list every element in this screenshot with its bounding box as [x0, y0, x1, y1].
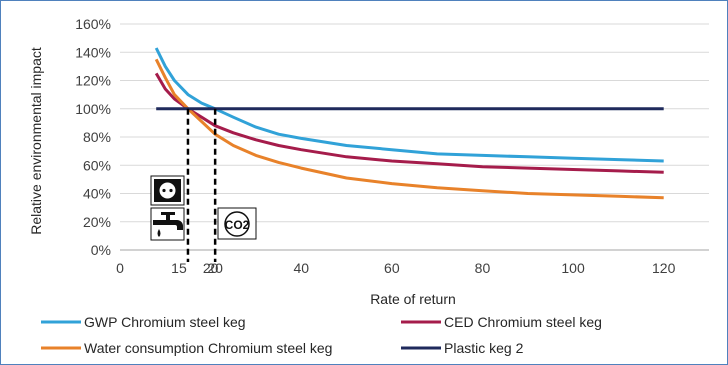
gridlines [120, 23, 709, 251]
legend-label: Plastic keg 2 [444, 340, 524, 356]
legend: GWP Chromium steel keg CED Chromium steel… [41, 314, 602, 356]
y-tick-label: 60% [83, 157, 111, 173]
y-tick-label: 140% [75, 44, 111, 60]
break-even-markers: 15 20 [171, 108, 223, 276]
co2-icon: CO2 [217, 207, 257, 240]
series-lines [154, 47, 664, 200]
y-tick-label: 0% [91, 242, 111, 258]
y-tick-label: 100% [75, 101, 111, 117]
x-tick-label: 0 [116, 260, 124, 276]
x-tick-label: 80 [475, 260, 491, 276]
y-axis-title: Relative environmental impact [28, 47, 44, 235]
legend-label: GWP Chromium steel keg [84, 314, 246, 330]
x-tick-label: 120 [652, 260, 676, 276]
y-tick-label: 160% [75, 16, 111, 32]
legend-label: CED Chromium steel keg [444, 314, 602, 330]
x-tick-label: 60 [384, 260, 400, 276]
x-tick-label: 100 [561, 260, 585, 276]
x-tick-label: 20 [203, 260, 219, 276]
x-axis-title: Rate of return [370, 291, 456, 307]
y-tick-label: 120% [75, 73, 111, 89]
energy-socket-icon [150, 175, 185, 206]
legend-label: Water consumption Chromium steel keg [84, 340, 332, 356]
series-line [154, 58, 664, 200]
y-tick-label: 80% [83, 129, 111, 145]
break-even-label: 20 [207, 260, 223, 276]
break-even-label: 15 [171, 260, 187, 276]
water-tap-icon [150, 207, 185, 241]
y-tick-label: 40% [83, 186, 111, 202]
y-tick-label: 20% [83, 214, 111, 230]
y-axis-ticks: 0% 20% 40% 60% 80% 100% 120% 140% 160% [75, 16, 111, 258]
x-tick-label: 40 [293, 260, 309, 276]
x-axis-ticks: 0 20 40 60 80 100 120 [116, 260, 675, 276]
co2-icon-label: CO2 [225, 218, 250, 232]
series-line [154, 47, 664, 163]
